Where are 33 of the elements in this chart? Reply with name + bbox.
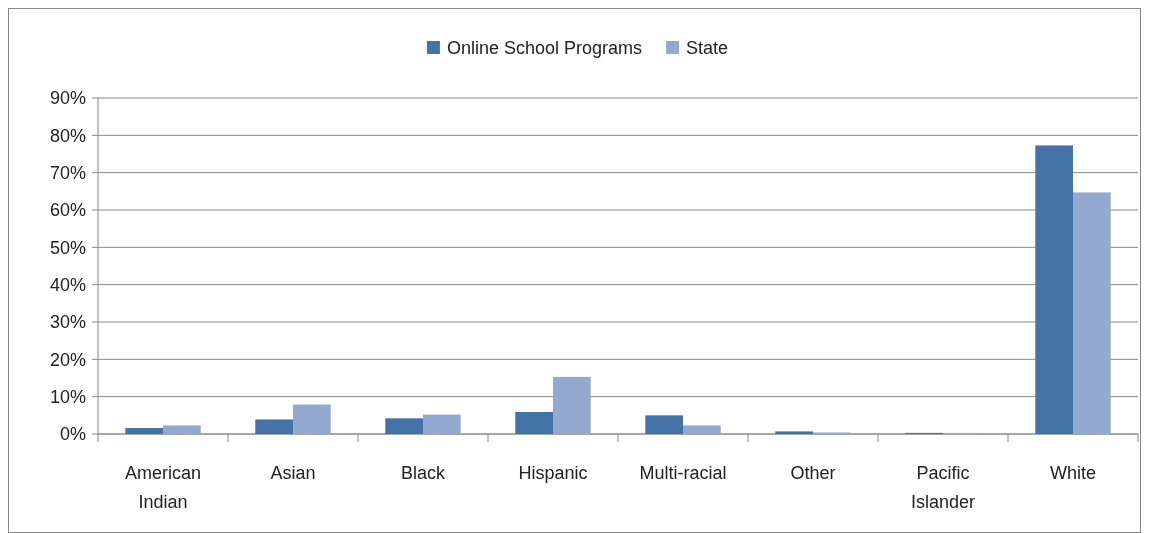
y-tick-label: 60% [49,200,86,221]
y-tick-label: 70% [49,162,86,183]
bar [553,376,591,434]
y-tick-label: 10% [49,386,86,407]
bar [423,414,461,434]
y-tick-label: 20% [49,349,86,370]
y-tick-label: 0% [59,424,86,445]
x-tick-label: Black [400,463,447,483]
bar [1035,145,1073,434]
x-tick-label: White [1049,463,1097,483]
bar [1073,192,1111,434]
y-tick-label: 90% [49,88,86,109]
bar [515,411,553,434]
x-tick-label: Pacific Islander [910,463,976,512]
bar [775,431,813,434]
y-tick-label: 40% [49,274,86,295]
bar [293,404,331,434]
y-tick-label: 30% [49,312,86,333]
y-tick-label: 80% [49,125,86,146]
x-tick-label: Hispanic [518,463,588,483]
x-tick-label: American Indian [124,463,202,512]
x-tick-label: Multi-racial [639,463,727,483]
legend-label: State [686,38,729,59]
x-tick-label: Other [790,463,836,483]
bar [645,415,683,434]
legend-label: Online School Programs [446,38,642,59]
bar [255,419,293,434]
bar [385,418,423,434]
y-tick-label: 50% [49,237,86,258]
bar [683,425,721,434]
x-tick-label: Asian [270,463,316,483]
bar [163,425,201,434]
bar [125,428,163,434]
